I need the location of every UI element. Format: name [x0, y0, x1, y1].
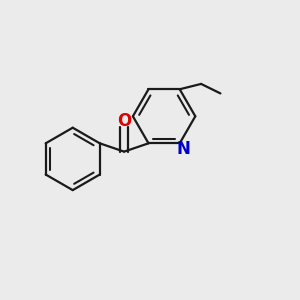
Text: O: O — [117, 112, 131, 130]
Text: N: N — [176, 140, 190, 158]
